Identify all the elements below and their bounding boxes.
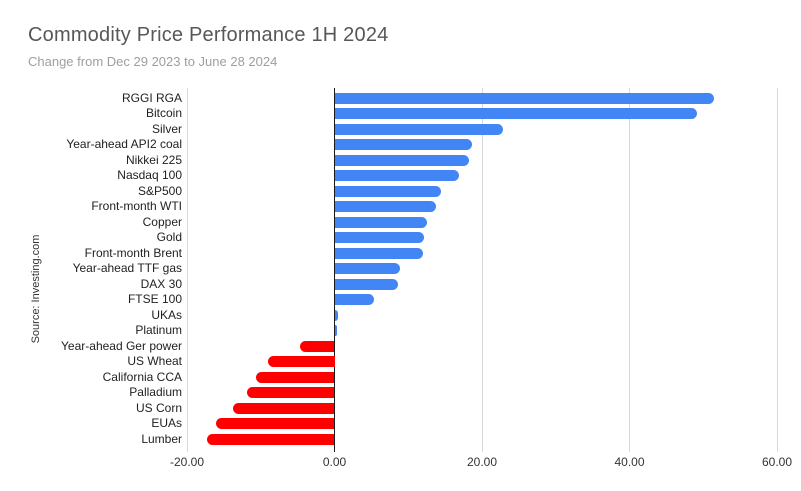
bar: [334, 278, 398, 290]
bar: [334, 123, 503, 135]
chart-title: Commodity Price Performance 1H 2024: [28, 24, 389, 46]
category-label: Front-month Brent: [84, 245, 182, 260]
bar: [334, 232, 424, 243]
category-label: S&P500: [137, 183, 182, 198]
x-tick-label: 20.00: [466, 455, 498, 469]
x-tick-label: 0.00: [322, 455, 347, 469]
category-label: Palladium: [129, 385, 182, 399]
bar: [334, 154, 469, 166]
gridline: [481, 88, 483, 452]
category-label: Nasdaq 100: [117, 168, 182, 182]
category-label: Front-month WTI: [91, 199, 182, 213]
x-tick-label: 40.00: [614, 455, 645, 469]
bar: [334, 201, 436, 212]
chart-subtitle: Change from Dec 29 2023 to June 28 2024: [28, 54, 278, 69]
category-label: Year-ahead TTF gas: [72, 261, 182, 275]
bar: [334, 216, 428, 228]
category-label: Lumber: [141, 431, 182, 446]
category-label: DAX 30: [140, 276, 182, 291]
category-label: Year-ahead API2 coal: [66, 137, 182, 151]
bar: [334, 263, 401, 274]
x-tick-label: 60.00: [761, 455, 793, 469]
category-label: California CCA: [102, 369, 182, 384]
bar: [206, 433, 335, 445]
gridline: [776, 88, 778, 452]
x-tick-label: -20.00: [169, 455, 205, 469]
bar: [233, 402, 335, 414]
category-label: Copper: [142, 214, 182, 229]
category-label: Silver: [151, 121, 182, 136]
bar: [247, 387, 335, 398]
plot-area: [186, 88, 778, 452]
category-label: Bitcoin: [145, 106, 182, 120]
category-label: FTSE 100: [127, 292, 182, 306]
bar: [334, 185, 441, 197]
bar: [334, 139, 473, 150]
category-label: Platinum: [135, 323, 182, 337]
bar: [268, 356, 335, 367]
gridline: [186, 88, 188, 452]
bar: [334, 247, 423, 259]
bar: [299, 340, 335, 352]
bar: [334, 170, 460, 181]
category-label: Gold: [156, 230, 182, 244]
bar: [255, 371, 335, 383]
category-label: EUAs: [151, 416, 182, 430]
category-label: UKAs: [151, 307, 182, 322]
category-label: Nikkei 225: [125, 152, 182, 167]
category-label: Year-ahead Ger power: [61, 338, 182, 353]
bar: [334, 108, 698, 119]
gridline: [629, 88, 630, 452]
bar: [334, 309, 339, 321]
category-label: RGGI RGA: [121, 90, 182, 105]
bar: [215, 418, 335, 429]
category-label: US Wheat: [127, 354, 182, 368]
category-label: US Corn: [135, 400, 182, 415]
bar: [334, 92, 714, 104]
bar: [334, 325, 338, 336]
bar: [334, 294, 375, 305]
